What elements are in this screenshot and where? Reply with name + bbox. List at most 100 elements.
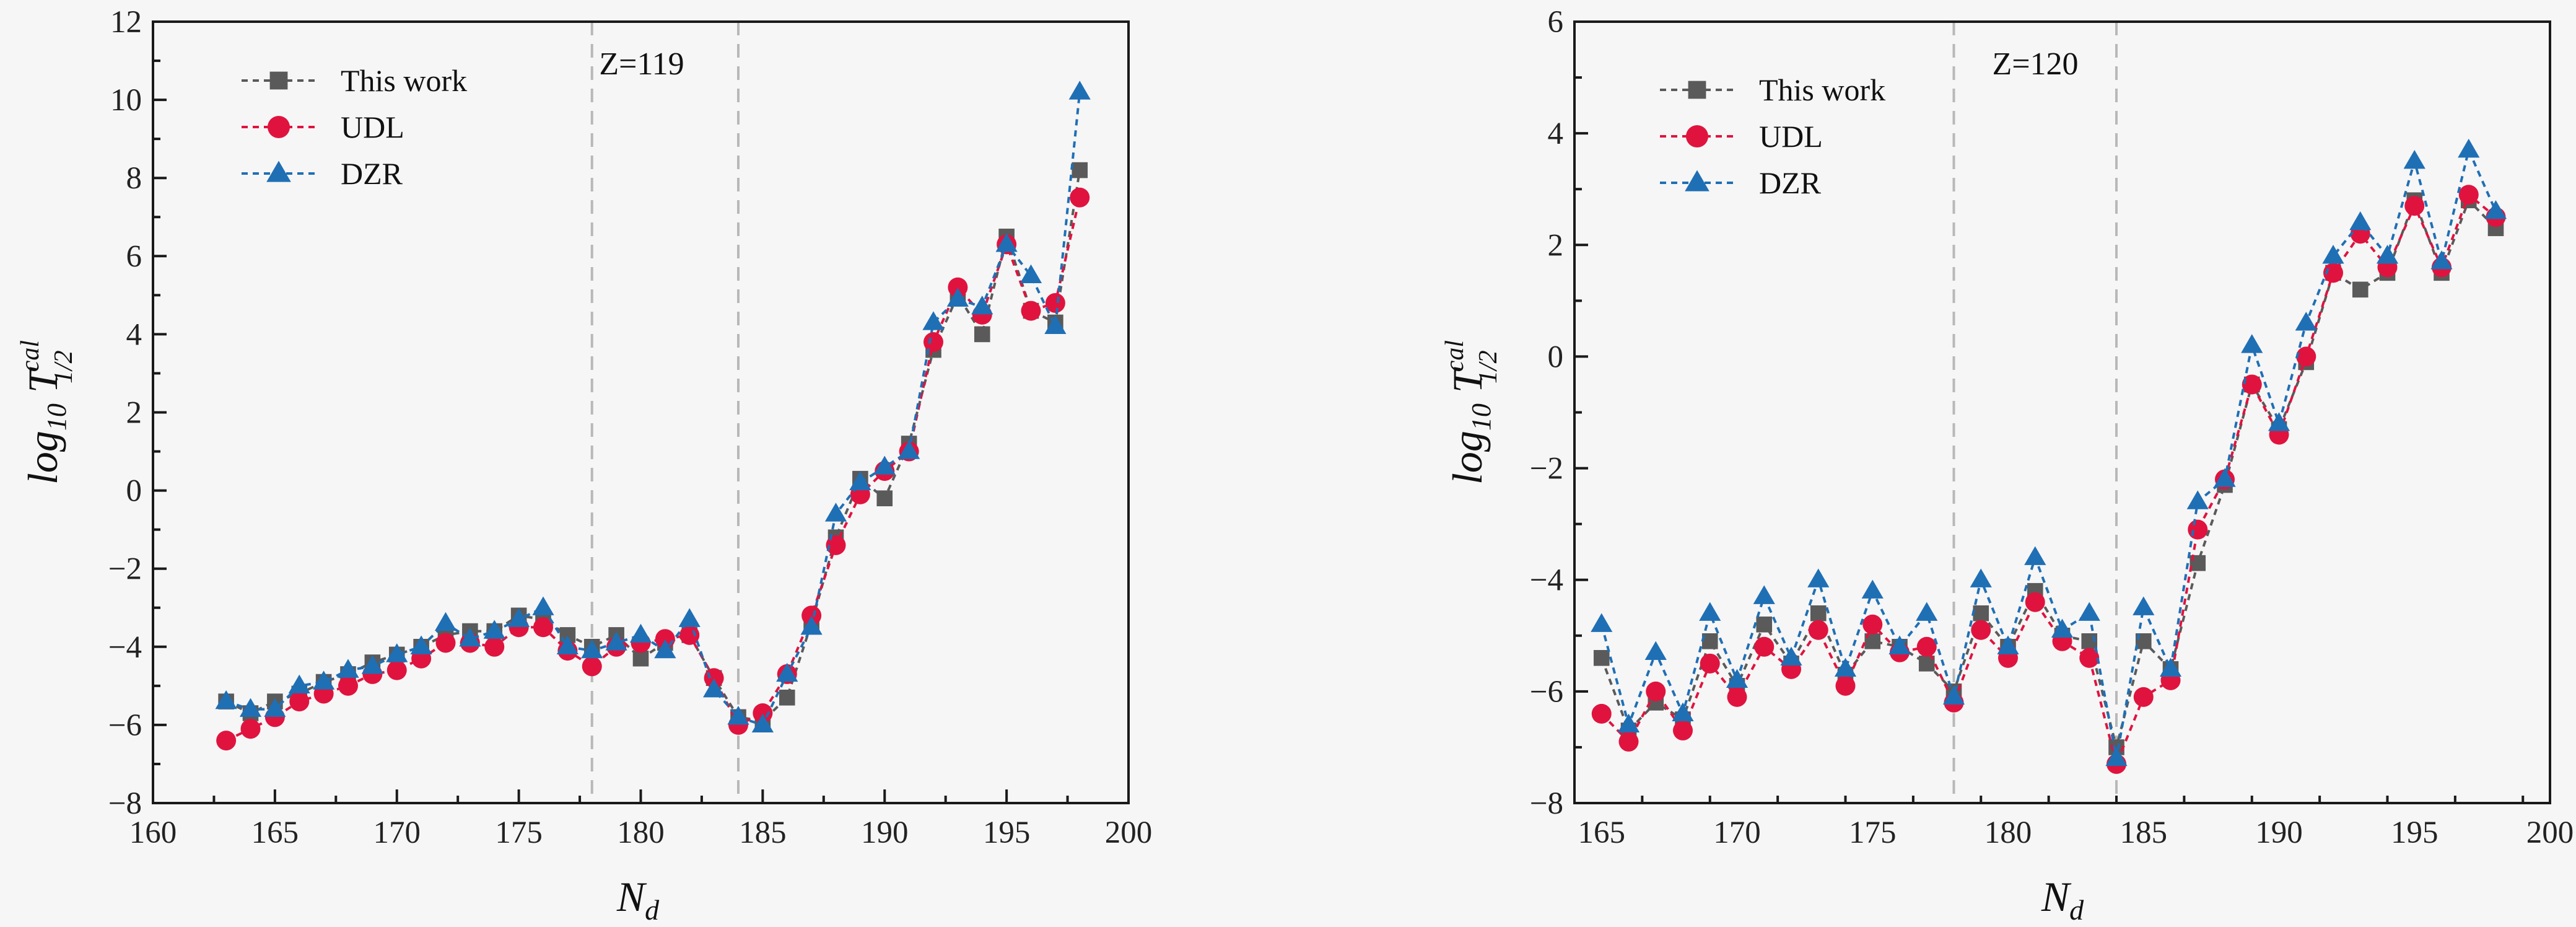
marker-triangle <box>1970 568 1992 587</box>
marker-triangle <box>824 503 847 522</box>
marker-circle <box>801 605 822 626</box>
marker-square <box>1593 650 1610 666</box>
x-tick-label: 180 <box>1984 815 2032 850</box>
marker-circle <box>2025 592 2045 612</box>
marker-triangle <box>1699 602 1721 621</box>
y-tick-label: −8 <box>108 786 142 821</box>
x-tick-label: 175 <box>1849 815 1897 850</box>
y-tick-label: −2 <box>108 552 142 587</box>
marker-circle <box>948 277 968 297</box>
marker-circle <box>1916 636 1937 657</box>
x-tick-label: 170 <box>373 815 421 850</box>
marker-circle <box>1808 620 1828 640</box>
marker-circle <box>1021 301 1041 321</box>
marker-circle <box>2458 185 2479 205</box>
y-tick-label: 2 <box>1548 228 1564 263</box>
marker-square <box>974 326 990 343</box>
marker-triangle <box>1780 646 1802 666</box>
marker-triangle <box>2241 334 2263 353</box>
marker-triangle <box>1997 635 2019 654</box>
marker-triangle <box>2295 312 2317 331</box>
marker-square <box>1810 605 1827 622</box>
marker-circle <box>240 719 261 739</box>
marker-triangle <box>1916 602 1938 621</box>
marker-triangle <box>1807 568 1830 587</box>
marker-circle <box>386 660 407 680</box>
marker-circle <box>435 633 456 653</box>
series-udl <box>216 187 1090 751</box>
marker-triangle <box>1591 613 1613 632</box>
marker-triangle <box>532 596 554 615</box>
legend-item: DZR <box>242 156 403 191</box>
marker-triangle <box>971 296 993 315</box>
marker-square <box>1973 605 1989 622</box>
legend-item: UDL <box>242 110 404 144</box>
legend-label: UDL <box>1759 119 1823 154</box>
marker-triangle <box>288 674 310 694</box>
marker-circle <box>1591 703 1612 724</box>
y-tick-label: −6 <box>108 708 142 743</box>
legend-label: This work <box>1759 72 1885 107</box>
chart-panel-1: 160 165 170 175 180 185 190 195 200 −8 −6 −4 −2 0 2 4 6 8… <box>16 5 1152 926</box>
marker-circle <box>1673 720 1693 740</box>
x-tick-label: 185 <box>739 815 787 850</box>
marker-circle <box>1971 620 1991 640</box>
marker-square <box>876 490 893 507</box>
marker-triangle <box>264 698 286 717</box>
marker-triangle <box>946 288 969 307</box>
y-axis-title: log10 Tcal 1/2 <box>1441 340 1503 485</box>
marker-triangle <box>2078 602 2100 621</box>
marker-triangle <box>337 659 359 678</box>
x-tick-label: 195 <box>983 815 1031 850</box>
marker-triangle <box>1861 579 1884 599</box>
marker-triangle <box>434 612 457 631</box>
x-tick-label: 180 <box>617 815 665 850</box>
marker-triangle <box>2376 245 2399 264</box>
marker-triangle <box>2430 250 2453 270</box>
y-tick-label: 6 <box>1548 5 1564 40</box>
x-axis-title: Nd <box>2041 873 2084 926</box>
marker-square <box>632 650 649 667</box>
series-line <box>1600 196 2497 748</box>
marker-triangle <box>1834 657 1857 677</box>
legend-item: UDL <box>1660 119 1823 154</box>
x-tick-label: 200 <box>1105 815 1153 850</box>
marker-triangle <box>459 627 481 647</box>
marker-triangle <box>678 608 701 627</box>
marker-circle <box>1835 675 1856 696</box>
series-dzr <box>1591 138 2507 767</box>
legend: This work UDL DZR <box>1660 72 1885 200</box>
marker-triangle <box>1644 641 1667 660</box>
marker-square <box>779 689 795 706</box>
z-annotation: Z=120 <box>1992 46 2078 82</box>
marker-circle <box>268 116 290 138</box>
marker-triangle <box>800 616 823 635</box>
marker-triangle <box>1888 635 1911 654</box>
marker-square <box>2352 281 2369 298</box>
marker-square <box>1072 162 1088 178</box>
series-line <box>225 170 1081 723</box>
marker-circle <box>2404 196 2425 216</box>
marker-triangle <box>605 631 627 651</box>
x-tick-label: 165 <box>251 815 299 850</box>
marker-triangle <box>1019 264 1042 283</box>
marker-circle <box>289 692 310 712</box>
marker-square <box>269 71 288 90</box>
marker-triangle <box>776 662 798 682</box>
marker-triangle <box>727 706 749 725</box>
marker-triangle <box>239 698 262 717</box>
x-tick-label: 200 <box>2526 815 2574 850</box>
marker-triangle <box>703 678 725 698</box>
z-annotation: Z=119 <box>599 46 684 82</box>
series-line <box>225 197 1081 742</box>
marker-circle <box>1646 681 1666 701</box>
chart-panel-2: 165 170 175 180 185 190 195 200 −8 −6 −4 −2 0 2 4 6 Z=12… <box>1441 5 2574 926</box>
series-line <box>1600 146 2497 759</box>
marker-triangle <box>2322 245 2344 264</box>
marker-triangle <box>849 471 871 491</box>
x-tick-label: 175 <box>495 815 543 850</box>
x-tick-label: 195 <box>2391 815 2438 850</box>
marker-triangle <box>1617 713 1640 733</box>
marker-circle <box>753 703 773 723</box>
series-line <box>1600 192 2497 768</box>
